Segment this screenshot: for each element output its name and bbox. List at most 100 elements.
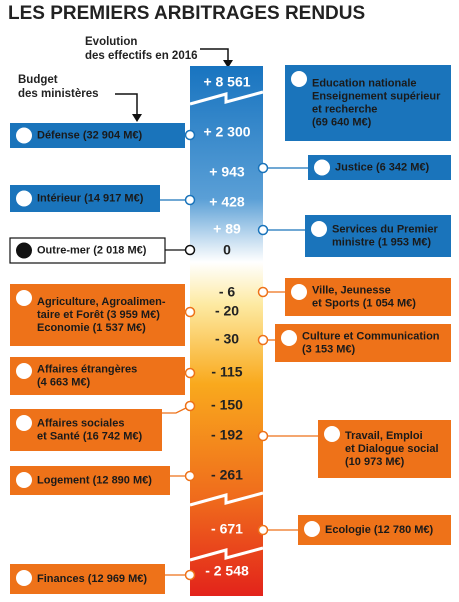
ministry-label: (4 663 M€) (37, 376, 91, 388)
scale-value: + 428 (209, 194, 245, 210)
budget-label: des ministères (18, 88, 99, 100)
scale-value: - 2 548 (205, 563, 249, 579)
ministry-box (10, 357, 185, 395)
scale-value: - 20 (215, 303, 239, 319)
budget-label: Budget (18, 74, 58, 86)
connector-dot (184, 244, 196, 256)
ministry-icon (16, 363, 32, 379)
ministry-icon (314, 159, 330, 176)
evolution-label: des effectifs en 2016 (85, 50, 198, 62)
ministry-icon (16, 472, 32, 488)
ministry-label: Finances (12 969 M€) (37, 573, 147, 585)
scale-value: + 8 561 (203, 74, 250, 90)
ministry-label: Enseignement supérieur (312, 90, 441, 102)
connector-dot (184, 129, 196, 141)
ministry-label: taire et Forêt (3 959 M€) (37, 309, 160, 321)
ministry-label: Ecologie (12 780 M€) (325, 524, 434, 536)
ministry-label: (10 973 M€) (345, 456, 405, 468)
scale-value: - 671 (211, 521, 243, 537)
ministry-box (275, 324, 451, 362)
connector-dot (257, 430, 269, 442)
connector-dot (184, 194, 196, 206)
ministry-label: et Santé (16 742 M€) (37, 430, 142, 442)
arrow (115, 93, 138, 118)
ministry-box (9, 237, 166, 264)
ministry-icon (16, 127, 32, 144)
ministry-icon (16, 415, 32, 431)
scale-value: 0 (223, 242, 231, 258)
ministry-icon (16, 242, 32, 259)
arrow-head (132, 114, 142, 122)
connector-dot (184, 306, 196, 318)
connector-dot (184, 367, 196, 379)
scale-value: + 2 300 (203, 124, 250, 140)
connector-dot (257, 286, 269, 298)
evolution-label: Evolution (85, 36, 137, 48)
arrow-head (223, 60, 233, 68)
arrow (200, 48, 229, 64)
ministry-box (285, 278, 451, 316)
ministry-label: et Dialogue social (345, 443, 439, 455)
ministry-label: et Sports (1 054 M€) (312, 297, 416, 309)
scale-value: - 192 (211, 427, 243, 443)
ministry-label: (3 153 M€) (302, 343, 356, 355)
ministry-label: Ville, Jeunesse (312, 284, 391, 296)
ministry-icon (324, 426, 340, 442)
ministry-box (305, 215, 451, 257)
ministry-icon (304, 521, 320, 537)
scale-value: - 150 (211, 397, 243, 413)
connector-dot (257, 224, 269, 236)
ministry-box (10, 564, 165, 594)
ministry-icon (281, 330, 297, 346)
ministry-box (308, 155, 451, 180)
ministry-box (285, 65, 451, 141)
ministry-icon (16, 570, 32, 586)
ministry-box (10, 466, 170, 495)
ministry-label: Agriculture, Agroalimen- (37, 296, 166, 308)
connector-dot (184, 470, 196, 482)
ministry-label: Logement (12 890 M€) (37, 474, 152, 486)
break (189, 491, 264, 507)
ministry-label: Culture et Communication (302, 330, 440, 342)
ministry-box (10, 409, 162, 451)
ministry-icon (291, 71, 307, 87)
title: LES PREMIERS ARBITRAGES RENDUS (8, 3, 365, 24)
ministry-label: Education nationale (312, 77, 417, 89)
connector-dot (257, 334, 269, 346)
connector-dot (257, 524, 269, 536)
ministry-label: Affaires sociales (37, 417, 124, 429)
ministry-label: et recherche (312, 103, 377, 115)
ministry-label: Défense (32 904 M€) (37, 129, 142, 141)
ministry-box (10, 123, 185, 148)
ministry-label: Economie (1 537 M€) (37, 322, 146, 334)
ministry-icon (16, 290, 32, 306)
scale-value: - 6 (219, 284, 236, 300)
ministry-label: (69 640 M€) (312, 116, 372, 128)
ministry-label: Justice (6 342 M€) (335, 161, 429, 173)
ministry-box (298, 515, 451, 545)
scale-value: + 89 (213, 221, 241, 237)
scale-value: - 261 (211, 467, 243, 483)
scale-value: + 943 (209, 164, 245, 180)
break (189, 546, 264, 562)
ministry-label: Affaires étrangères (37, 363, 137, 375)
ministry-label: Outre-mer (2 018 M€) (37, 244, 147, 256)
scale-value: - 30 (215, 331, 239, 347)
connector-dot (184, 400, 196, 412)
ministry-label: Travail, Emploi (345, 430, 423, 442)
ministry-icon (311, 221, 327, 237)
ministry-label: Services du Premier (332, 223, 439, 235)
ministry-box (10, 284, 185, 346)
ministry-box (10, 185, 160, 212)
ministry-icon (16, 190, 32, 207)
ministry-label: Intérieur (14 917 M€) (37, 192, 144, 204)
break (189, 90, 264, 106)
ministry-icon (291, 284, 307, 300)
connector-dot (184, 569, 196, 581)
scale-value: - 115 (211, 364, 242, 380)
connector-dot (257, 162, 269, 174)
scale-bar (190, 66, 263, 596)
ministry-box (318, 420, 451, 478)
ministry-label: ministre (1 953 M€) (332, 236, 431, 248)
